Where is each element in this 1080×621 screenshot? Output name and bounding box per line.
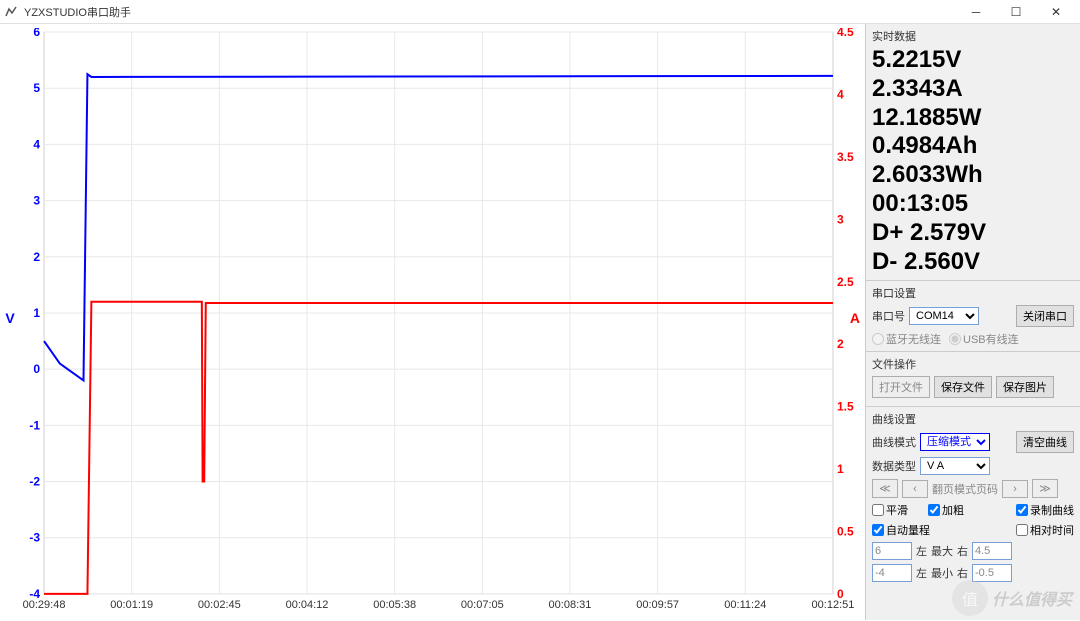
left-max-input[interactable] [872,542,912,560]
rt-wh: 2.6033Wh [872,161,1074,190]
left-min-input[interactable] [872,564,912,582]
watermark-icon: 值 [952,580,988,616]
svg-text:1.5: 1.5 [837,400,854,414]
svg-text:3.5: 3.5 [837,150,854,164]
cb-relative[interactable]: 相对时间 [1016,522,1074,538]
close-port-button[interactable]: 关闭串口 [1016,305,1074,327]
rt-power: 12.1885W [872,104,1074,133]
page-last-button[interactable]: ≫ [1032,479,1058,498]
svg-text:00:02:45: 00:02:45 [198,599,241,611]
svg-text:6: 6 [33,28,40,39]
rt-voltage: 5.2215V [872,46,1074,75]
svg-text:00:12:51: 00:12:51 [812,599,855,611]
port-label: 串口号 [872,308,905,324]
svg-text:5: 5 [33,81,40,95]
svg-text:-1: -1 [29,418,40,432]
page-first-button[interactable]: ≪ [872,479,898,498]
cb-smooth[interactable]: 平滑 [872,502,908,518]
svg-text:00:05:38: 00:05:38 [373,599,416,611]
app-icon [4,5,18,19]
page-prev-button[interactable]: ‹ [902,480,928,498]
cb-auto[interactable]: 自动量程 [872,522,930,538]
svg-text:2: 2 [837,337,844,351]
right-max-input[interactable] [972,542,1012,560]
chart-area: -4-3-2-10123456 00.511.522.533.544.5 00:… [0,24,865,620]
curve-title: 曲线设置 [872,411,1074,427]
file-panel: 文件操作 打开文件 保存文件 保存图片 [866,351,1080,406]
clear-curve-button[interactable]: 清空曲线 [1016,431,1074,453]
cb-bold[interactable]: 加粗 [928,502,964,518]
svg-text:00:04:12: 00:04:12 [286,599,329,611]
rt-time: 00:13:05 [872,190,1074,219]
svg-text:4: 4 [33,137,40,151]
svg-text:1: 1 [33,306,40,320]
page-next-button[interactable]: › [1002,480,1028,498]
svg-text:2.5: 2.5 [837,275,854,289]
close-button[interactable]: ✕ [1036,1,1076,23]
mode-select[interactable]: 压缩模式 [920,433,990,451]
port-select[interactable]: COM14 [909,307,979,325]
svg-text:00:11:24: 00:11:24 [724,599,766,611]
svg-text:00:09:57: 00:09:57 [636,599,679,611]
open-file-button[interactable]: 打开文件 [872,376,930,398]
svg-text:4: 4 [837,87,844,101]
minimize-button[interactable]: ─ [956,1,996,23]
svg-text:2: 2 [33,250,40,264]
radio-bluetooth[interactable]: 蓝牙无线连 [872,331,941,347]
svg-text:4.5: 4.5 [837,28,854,39]
serial-title: 串口设置 [872,285,1074,301]
rt-current: 2.3343A [872,75,1074,104]
svg-text:00:29:48: 00:29:48 [23,599,66,611]
save-image-button[interactable]: 保存图片 [996,376,1054,398]
window-title: YZXSTUDIO串口助手 [24,4,956,20]
svg-text:1: 1 [837,462,844,476]
data-select[interactable]: V A [920,457,990,475]
svg-text:00:01:19: 00:01:19 [110,599,153,611]
realtime-panel: 实时数据 5.2215V 2.3343A 12.1885W 0.4984Ah 2… [866,24,1080,280]
rt-ah: 0.4984Ah [872,132,1074,161]
page-label: 翻页模式页码 [932,481,998,497]
realtime-title: 实时数据 [872,28,1074,44]
svg-text:3: 3 [33,194,40,208]
rt-dplus: D+ 2.579V [872,219,1074,248]
svg-text:-2: -2 [29,475,40,489]
rt-dminus: D- 2.560V [872,248,1074,277]
svg-text:00:08:31: 00:08:31 [549,599,592,611]
maximize-button[interactable]: ☐ [996,1,1036,23]
file-title: 文件操作 [872,356,1074,372]
svg-text:00:07:05: 00:07:05 [461,599,504,611]
watermark-text: 什么值得买 [992,586,1072,610]
radio-usb[interactable]: USB有线连 [949,331,1019,347]
cb-record[interactable]: 录制曲线 [1016,502,1074,518]
watermark: 值 什么值得买 [952,580,1072,616]
save-file-button[interactable]: 保存文件 [934,376,992,398]
plot-svg: -4-3-2-10123456 00.511.522.533.544.5 00:… [2,28,863,616]
mode-label: 曲线模式 [872,434,916,450]
svg-text:0.5: 0.5 [837,524,854,538]
right-axis-label: A [850,310,860,326]
curve-panel: 曲线设置 曲线模式 压缩模式 清空曲线 数据类型 V A ≪ ‹ 翻页模式页码 … [866,406,1080,590]
serial-panel: 串口设置 串口号 COM14 关闭串口 蓝牙无线连 USB有线连 [866,280,1080,351]
svg-text:0: 0 [33,362,40,376]
data-label: 数据类型 [872,458,916,474]
svg-text:-3: -3 [29,531,40,545]
left-axis-label: V [5,310,15,326]
svg-text:3: 3 [837,212,844,226]
